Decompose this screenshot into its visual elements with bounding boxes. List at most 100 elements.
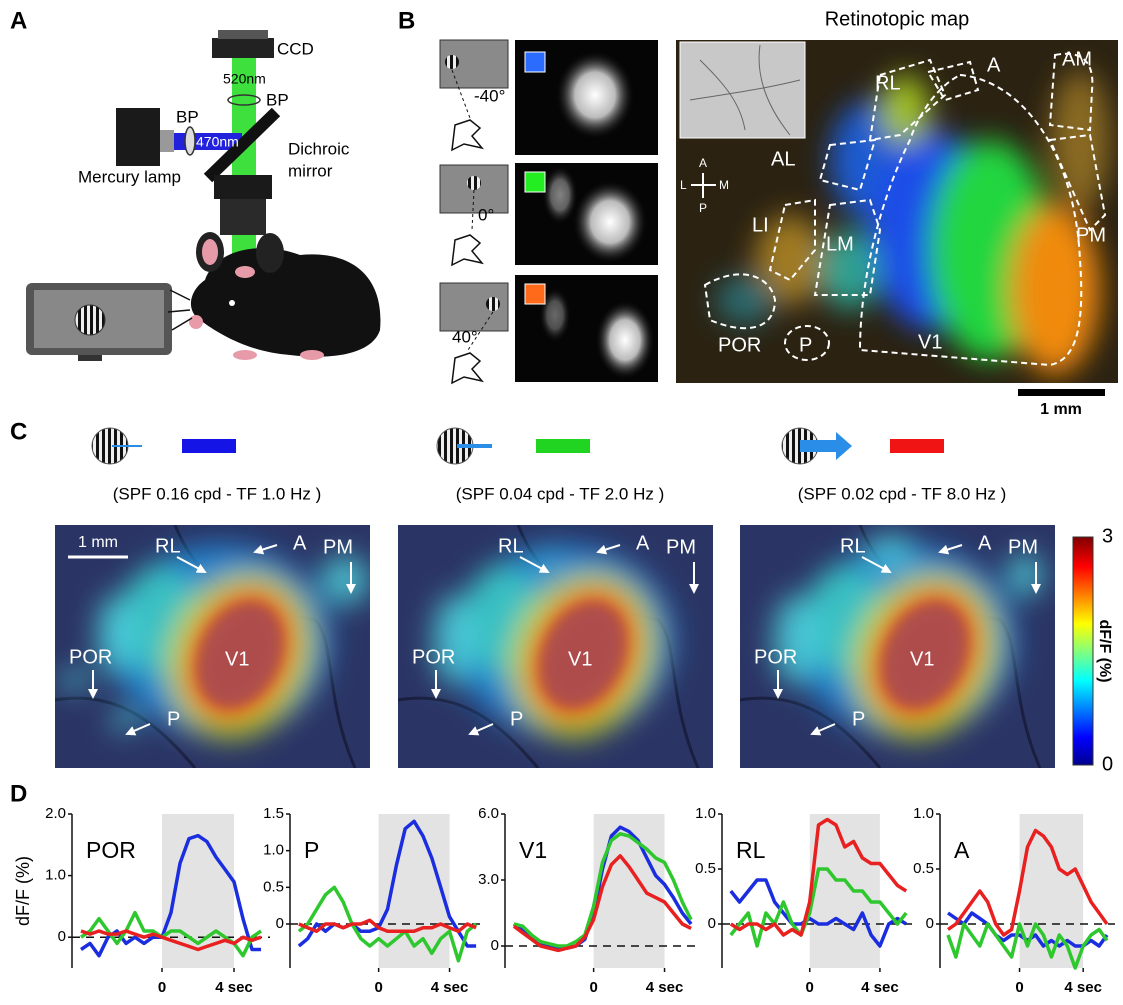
area-label: POR bbox=[69, 646, 112, 668]
area-label: POR bbox=[412, 646, 455, 668]
figure: A B C D CCD 520nm BP BP 470nm Dichroic m bbox=[0, 0, 1123, 1005]
area-label: A bbox=[987, 54, 1001, 76]
y-axis-label: dF/F (%) bbox=[13, 856, 33, 926]
heat-spot bbox=[320, 555, 370, 605]
y-tick-label: 2.0 bbox=[45, 805, 66, 822]
x-tick-label: 4 sec bbox=[861, 979, 899, 996]
y-tick-label: 1.0 bbox=[263, 842, 284, 859]
chart-title: P bbox=[304, 837, 319, 863]
area-label: RL bbox=[155, 535, 181, 557]
chart-title: RL bbox=[736, 837, 766, 863]
wavelength-label: 470nm bbox=[196, 134, 239, 150]
angle-label: -40° bbox=[474, 86, 505, 105]
area-label: A bbox=[978, 532, 992, 554]
y-tick-label: 1.0 bbox=[913, 805, 934, 822]
heat-spot bbox=[865, 535, 915, 565]
area-label: PM bbox=[666, 536, 696, 558]
lamp-label: Mercury lamp bbox=[78, 167, 181, 186]
y-tick-label: 0.5 bbox=[695, 860, 716, 877]
chart-title: V1 bbox=[519, 837, 547, 863]
area-label: PM bbox=[323, 536, 353, 558]
angle-label: 40° bbox=[452, 327, 478, 346]
x-tick-label: 4 sec bbox=[1064, 979, 1102, 996]
y-tick-label: 1.0 bbox=[45, 867, 66, 884]
wavelength-label: 520nm bbox=[223, 71, 266, 87]
heat-spot bbox=[540, 552, 556, 568]
orientation-label: P bbox=[699, 201, 707, 215]
area-label: V1 bbox=[225, 648, 249, 670]
x-tick-label: 4 sec bbox=[646, 979, 684, 996]
x-tick-label: 0 bbox=[806, 979, 814, 996]
chart-title: POR bbox=[86, 837, 136, 863]
area-label: A bbox=[636, 532, 650, 554]
y-tick-label: 1.5 bbox=[263, 805, 284, 822]
area-label: RL bbox=[498, 535, 524, 557]
area-label: P bbox=[799, 334, 812, 356]
area-label: RL bbox=[840, 535, 866, 557]
orientation-label: L bbox=[680, 178, 687, 192]
area-label: POR bbox=[718, 334, 761, 356]
x-tick-label: 0 bbox=[1015, 979, 1023, 996]
panel-label: B bbox=[398, 7, 415, 34]
area-label: V1 bbox=[918, 331, 942, 353]
y-tick-label: 0.5 bbox=[913, 860, 934, 877]
panel-label: A bbox=[10, 7, 27, 34]
scale-label: 1 mm bbox=[78, 534, 118, 551]
orientation-label: M bbox=[719, 178, 729, 192]
x-tick-label: 0 bbox=[158, 979, 166, 996]
area-label: P bbox=[510, 708, 523, 730]
y-tick-label: 0 bbox=[58, 928, 66, 945]
y-tick-label: 0 bbox=[708, 915, 716, 932]
filter-label: BP bbox=[266, 90, 289, 109]
y-tick-label: 3.0 bbox=[478, 871, 499, 888]
mirror-label: Dichroic bbox=[288, 139, 350, 158]
x-tick-label: 0 bbox=[589, 979, 597, 996]
setup-schematic bbox=[26, 30, 380, 361]
chart-title: A bbox=[954, 837, 970, 863]
mirror-label: mirror bbox=[288, 161, 333, 180]
area-label: RL bbox=[875, 72, 901, 94]
page: {"panel_labels": ["A", "B", "C", "D"], "… bbox=[0, 0, 1123, 1005]
area-label: PM bbox=[1076, 224, 1106, 246]
stimulus-caption: (SPF 0.16 cpd - TF 1.0 Hz ) bbox=[113, 484, 321, 503]
x-tick-label: 4 sec bbox=[431, 979, 469, 996]
stimulus-caption: (SPF 0.02 cpd - TF 8.0 Hz ) bbox=[798, 484, 1006, 503]
area-label: V1 bbox=[568, 648, 592, 670]
response-maps bbox=[55, 525, 1055, 768]
heat-spot bbox=[61, 670, 89, 690]
filter-label: BP bbox=[176, 107, 199, 126]
scale-label: 1 mm bbox=[1040, 401, 1082, 418]
orientation-label: A bbox=[699, 156, 707, 170]
y-tick-label: 6.0 bbox=[478, 805, 499, 822]
area-label: P bbox=[167, 708, 180, 730]
stimulus-color bbox=[536, 439, 590, 453]
area-label: AL bbox=[771, 148, 795, 170]
heat-spot bbox=[111, 710, 139, 730]
heat-spot bbox=[1007, 553, 1043, 597]
stimulus-period bbox=[810, 814, 880, 968]
map-title: Retinotopic map bbox=[825, 8, 970, 30]
y-tick-label: 1.0 bbox=[695, 805, 716, 822]
stimulus-caption: (SPF 0.04 cpd - TF 2.0 Hz ) bbox=[456, 484, 664, 503]
colorbar-tick-label: 0 bbox=[1102, 753, 1113, 775]
area-label: POR bbox=[754, 646, 797, 668]
area-label: AM bbox=[1062, 48, 1092, 70]
area-label: LI bbox=[752, 214, 769, 236]
area-label: V1 bbox=[910, 648, 934, 670]
colorbar-tick-label: 3 bbox=[1102, 525, 1113, 547]
angle-label: 0° bbox=[478, 205, 494, 224]
heat-spot bbox=[773, 595, 817, 685]
area-label: A bbox=[293, 532, 307, 554]
panel-label: C bbox=[10, 418, 27, 445]
area-label: P bbox=[852, 708, 865, 730]
panel-label: D bbox=[10, 780, 27, 807]
heat-spot bbox=[433, 595, 473, 685]
area-label: LM bbox=[826, 233, 854, 255]
stimulus-color bbox=[182, 439, 236, 453]
y-tick-label: 0 bbox=[276, 915, 284, 932]
colorbar-label: dF/F (%) bbox=[1096, 619, 1113, 682]
y-tick-label: 0.5 bbox=[263, 878, 284, 895]
camera-label: CCD bbox=[277, 39, 314, 58]
stimulus-color bbox=[890, 439, 944, 453]
x-tick-label: 4 sec bbox=[215, 979, 253, 996]
